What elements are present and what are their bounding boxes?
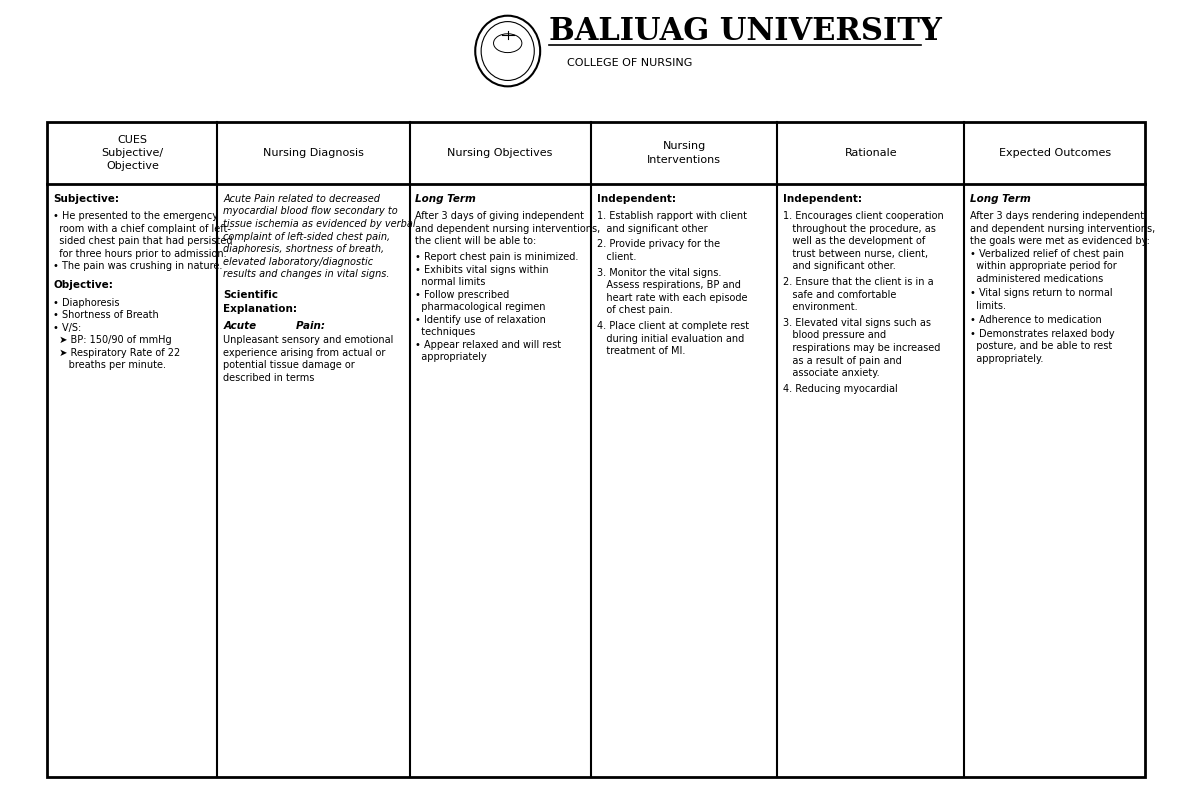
Text: • Vital signs return to normal: • Vital signs return to normal	[970, 288, 1112, 298]
Text: 3. Elevated vital signs such as: 3. Elevated vital signs such as	[784, 318, 931, 328]
Text: as a result of pain and: as a result of pain and	[784, 356, 902, 366]
Text: elevated laboratory/diagnostic: elevated laboratory/diagnostic	[223, 257, 373, 267]
Text: room with a chief complaint of left-: room with a chief complaint of left-	[53, 224, 232, 234]
Text: Assess respirations, BP and: Assess respirations, BP and	[596, 280, 740, 290]
Text: limits.: limits.	[970, 301, 1006, 311]
Text: Objective:: Objective:	[53, 280, 113, 290]
Text: throughout the procedure, as: throughout the procedure, as	[784, 224, 936, 234]
Text: normal limits: normal limits	[415, 277, 486, 287]
Text: • Appear relaxed and will rest: • Appear relaxed and will rest	[415, 340, 562, 350]
Text: 2. Ensure that the client is in a: 2. Ensure that the client is in a	[784, 277, 934, 287]
Text: Subjective:: Subjective:	[53, 194, 119, 204]
Text: within appropriate period for: within appropriate period for	[970, 261, 1117, 272]
Text: appropriately.: appropriately.	[970, 354, 1043, 364]
Text: associate anxiety.: associate anxiety.	[784, 368, 880, 378]
Text: Long Term: Long Term	[970, 194, 1031, 204]
Text: Long Term: Long Term	[415, 194, 476, 204]
Text: tissue ischemia as evidenced by verbal: tissue ischemia as evidenced by verbal	[223, 219, 416, 229]
Text: heart rate with each episode: heart rate with each episode	[596, 293, 748, 303]
Text: respirations may be increased: respirations may be increased	[784, 343, 941, 353]
Text: potential tissue damage or: potential tissue damage or	[223, 360, 355, 371]
Text: 3. Monitor the vital signs.: 3. Monitor the vital signs.	[596, 268, 721, 278]
Text: 1. Establish rapport with client: 1. Establish rapport with client	[596, 211, 746, 221]
Text: Expected Outcomes: Expected Outcomes	[998, 148, 1111, 158]
Text: • Adherence to medication: • Adherence to medication	[970, 315, 1102, 325]
Text: results and changes in vital signs.: results and changes in vital signs.	[223, 269, 390, 279]
Text: the client will be able to:: the client will be able to:	[415, 236, 536, 246]
Text: client.: client.	[596, 252, 636, 262]
Text: COLLEGE OF NURSING: COLLEGE OF NURSING	[566, 58, 692, 68]
Text: breaths per minute.: breaths per minute.	[53, 360, 166, 371]
Text: for three hours prior to admission.: for three hours prior to admission.	[53, 249, 227, 259]
Text: safe and comfortable: safe and comfortable	[784, 290, 896, 300]
Bar	[47, 122, 1145, 777]
Text: • Demonstrates relaxed body: • Demonstrates relaxed body	[970, 329, 1115, 339]
Text: Nursing
Interventions: Nursing Interventions	[647, 141, 721, 165]
Text: experience arising from actual or: experience arising from actual or	[223, 348, 385, 358]
Text: • Diaphoresis: • Diaphoresis	[53, 298, 120, 308]
Text: blood pressure and: blood pressure and	[784, 330, 887, 341]
Text: environment.: environment.	[784, 302, 858, 312]
Text: • Exhibits vital signs within: • Exhibits vital signs within	[415, 265, 550, 275]
Text: of chest pain.: of chest pain.	[596, 305, 672, 316]
Text: After 3 days rendering independent: After 3 days rendering independent	[970, 211, 1144, 221]
Text: BALIUAG UNIVERSITY: BALIUAG UNIVERSITY	[550, 16, 942, 47]
Text: 2. Provide privacy for the: 2. Provide privacy for the	[596, 239, 720, 250]
Text: Independent:: Independent:	[784, 194, 863, 204]
Text: After 3 days of giving independent: After 3 days of giving independent	[415, 211, 584, 221]
Text: pharmacological regimen: pharmacological regimen	[415, 302, 546, 312]
Text: during initial evaluation and: during initial evaluation and	[596, 334, 744, 344]
Text: • The pain was crushing in nature.: • The pain was crushing in nature.	[53, 261, 222, 272]
Text: 4. Place client at complete rest: 4. Place client at complete rest	[596, 321, 749, 331]
Text: Unpleasant sensory and emotional: Unpleasant sensory and emotional	[223, 335, 394, 345]
Text: Independent:: Independent:	[596, 194, 676, 204]
Text: complaint of left-sided chest pain,: complaint of left-sided chest pain,	[223, 232, 390, 242]
Text: described in terms: described in terms	[223, 373, 314, 383]
Text: well as the development of: well as the development of	[784, 236, 925, 246]
Text: posture, and be able to rest: posture, and be able to rest	[970, 341, 1112, 352]
Text: and dependent nursing interventions,: and dependent nursing interventions,	[970, 224, 1156, 234]
Text: • Identify use of relaxation: • Identify use of relaxation	[415, 315, 546, 325]
Text: trust between nurse, client,: trust between nurse, client,	[784, 249, 929, 259]
Text: techniques: techniques	[415, 327, 475, 338]
Text: and dependent nursing interventions,: and dependent nursing interventions,	[415, 224, 601, 234]
Text: 1. Encourages client cooperation: 1. Encourages client cooperation	[784, 211, 944, 221]
Text: Nursing Objectives: Nursing Objectives	[448, 148, 553, 158]
Text: • Verbalized relief of chest pain: • Verbalized relief of chest pain	[970, 249, 1124, 259]
Text: Scientific: Scientific	[223, 290, 278, 300]
Text: Explanation:: Explanation:	[223, 304, 298, 314]
Text: Acute Pain related to decreased: Acute Pain related to decreased	[223, 194, 380, 204]
Text: Acute           Pain:: Acute Pain:	[223, 321, 325, 331]
Text: • Report chest pain is minimized.: • Report chest pain is minimized.	[415, 252, 578, 262]
Text: and significant other.: and significant other.	[784, 261, 896, 272]
Text: ➤ Respiratory Rate of 22: ➤ Respiratory Rate of 22	[53, 348, 180, 358]
Text: CUES
Subjective/
Objective: CUES Subjective/ Objective	[101, 135, 163, 171]
Text: 4. Reducing myocardial: 4. Reducing myocardial	[784, 384, 898, 394]
Text: the goals were met as evidenced by:: the goals were met as evidenced by:	[970, 236, 1150, 246]
Text: sided chest pain that had persisted: sided chest pain that had persisted	[53, 236, 233, 246]
Text: • Follow prescribed: • Follow prescribed	[415, 290, 510, 300]
Text: Rationale: Rationale	[845, 148, 898, 158]
Text: administered medications: administered medications	[970, 274, 1103, 284]
Text: myocardial blood flow secondary to: myocardial blood flow secondary to	[223, 206, 398, 217]
Text: ➤ BP: 150/90 of mmHg: ➤ BP: 150/90 of mmHg	[53, 335, 172, 345]
Text: • V/S:: • V/S:	[53, 323, 82, 333]
Text: and significant other: and significant other	[596, 224, 707, 234]
Text: Nursing Diagnosis: Nursing Diagnosis	[263, 148, 364, 158]
Text: • Shortness of Breath: • Shortness of Breath	[53, 310, 158, 320]
Text: diaphoresis, shortness of breath,: diaphoresis, shortness of breath,	[223, 244, 384, 254]
Text: appropriately: appropriately	[415, 352, 487, 363]
Text: • He presented to the emergency: • He presented to the emergency	[53, 211, 218, 221]
Text: treatment of MI.: treatment of MI.	[596, 346, 685, 356]
